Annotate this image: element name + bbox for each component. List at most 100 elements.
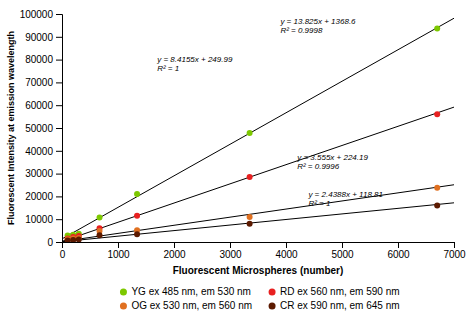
x-tick-label: 6000	[387, 249, 410, 260]
x-tick: 4000	[275, 242, 298, 260]
legend-swatch	[269, 303, 276, 310]
y-tick-label: 80000	[25, 54, 53, 65]
y-tick: 20000	[25, 191, 62, 202]
y-tick-label: 40000	[25, 146, 53, 157]
y-tick: 30000	[25, 168, 62, 179]
y-tick-mark	[56, 128, 62, 129]
marks	[62, 18, 454, 242]
y-axis-line	[56, 15, 63, 243]
y-tick-label: 0	[47, 237, 53, 248]
legend-swatch	[120, 289, 127, 296]
x-tick-label: 0	[60, 249, 66, 260]
y-tick-mark	[56, 174, 62, 175]
x-tick-label: 5000	[331, 249, 354, 260]
point	[65, 237, 71, 242]
x-tick-label: 2000	[163, 249, 186, 260]
series	[65, 185, 441, 242]
y-tick: 90000	[25, 32, 62, 43]
series	[65, 203, 441, 242]
legend-item: OG ex 530 nm, em 560 nm	[120, 300, 252, 311]
point	[134, 231, 140, 237]
x-tick-mark	[454, 242, 455, 248]
legend-item: YG ex 485 nm, em 530 nm	[120, 286, 251, 297]
y-tick-mark	[56, 37, 62, 38]
y-tick-label: 90000	[25, 32, 53, 43]
annotation: y = 3.555x + 224.19R² = 0.9996	[296, 153, 368, 171]
y-tick-mark	[56, 242, 62, 243]
point	[247, 130, 253, 136]
annotation: y = 13.825x + 1368.6R² = 0.9998	[279, 17, 356, 35]
y-tick: 10000	[25, 214, 62, 225]
y-tick-label: 20000	[25, 191, 53, 202]
legend: YG ex 485 nm, em 530 nm RD ex 560 nm, em …	[120, 286, 400, 311]
y-tick-mark	[56, 14, 62, 15]
x-tick: 1000	[107, 242, 130, 260]
x-axis-line	[63, 243, 455, 249]
legend-swatch	[120, 303, 127, 310]
point	[247, 221, 253, 227]
x-tick: 0	[60, 242, 66, 260]
y-tick-label: 50000	[25, 123, 53, 134]
trend-line	[62, 203, 454, 242]
annotation: y = 2.4388x + 118.81R² = 1	[307, 190, 383, 208]
y-tick-label: 70000	[25, 77, 53, 88]
point	[434, 111, 440, 117]
x-tick: 6000	[387, 242, 410, 260]
legend-item: CR ex 590 nm, em 645 nm	[269, 300, 400, 311]
x-tick-mark	[118, 242, 119, 248]
x-tick-label: 7000	[443, 249, 466, 260]
x-tick-mark	[286, 242, 287, 248]
y-tick-mark	[56, 82, 62, 83]
y-tick-mark	[56, 105, 62, 106]
series	[65, 111, 441, 241]
x-tick-mark	[230, 242, 231, 248]
x-tick-label: 1000	[107, 249, 130, 260]
x-tick: 7000	[443, 242, 466, 260]
y-tick: 40000	[25, 146, 62, 157]
point	[134, 213, 140, 219]
y-axis-title: Fluorescent Intensity at emission wavele…	[6, 31, 16, 225]
x-tick-mark	[342, 242, 343, 248]
chart: 0100020003000400050006000700001000020000…	[0, 0, 474, 322]
legend-label: OG ex 530 nm, em 560 nm	[131, 300, 252, 311]
y-tick: 50000	[25, 123, 62, 134]
trend-line	[62, 185, 454, 242]
y-tick: 80000	[25, 54, 62, 65]
point	[76, 236, 82, 242]
legend-item: RD ex 560 nm, em 590 nm	[269, 286, 400, 297]
y-tick: 100000	[20, 9, 62, 20]
y-tick-mark	[56, 60, 62, 61]
point	[70, 237, 76, 242]
x-tick-mark	[174, 242, 175, 248]
y-tick-mark	[56, 196, 62, 197]
point	[434, 185, 440, 191]
point	[97, 214, 103, 220]
point	[247, 214, 253, 220]
trend-line	[62, 107, 454, 241]
annotations: y = 13.825x + 1368.6R² = 0.9998 y = 8.415…	[156, 17, 383, 208]
x-tick: 5000	[331, 242, 354, 260]
x-tick-label: 4000	[275, 249, 298, 260]
point	[434, 26, 440, 32]
y-tick: 0	[47, 237, 62, 248]
x-tick: 2000	[163, 242, 186, 260]
y-tick-label: 10000	[25, 214, 53, 225]
y-tick: 60000	[25, 100, 62, 111]
point	[247, 174, 253, 180]
legend-label: RD ex 560 nm, em 590 nm	[280, 286, 400, 297]
point	[134, 191, 140, 197]
series	[65, 26, 441, 239]
y-axis: 0 10000 20000 30000 40000 50000 60000 70000 8000…	[20, 9, 63, 248]
annotation: y = 8.4155x + 249.99R² = 1	[156, 55, 233, 73]
y-tick: 70000	[25, 77, 62, 88]
y-tick-mark	[56, 151, 62, 152]
legend-swatch	[269, 289, 276, 296]
y-tick-label: 60000	[25, 100, 53, 111]
x-axis-title: Fluorescent Microspheres (number)	[173, 265, 344, 276]
trend-line	[62, 18, 454, 239]
x-axis: 0 1000 2000 3000 4000 5000 6000 7000	[60, 242, 466, 260]
y-tick-mark	[56, 219, 62, 220]
legend-label: YG ex 485 nm, em 530 nm	[131, 286, 251, 297]
x-tick: 3000	[219, 242, 242, 260]
point	[97, 232, 103, 238]
